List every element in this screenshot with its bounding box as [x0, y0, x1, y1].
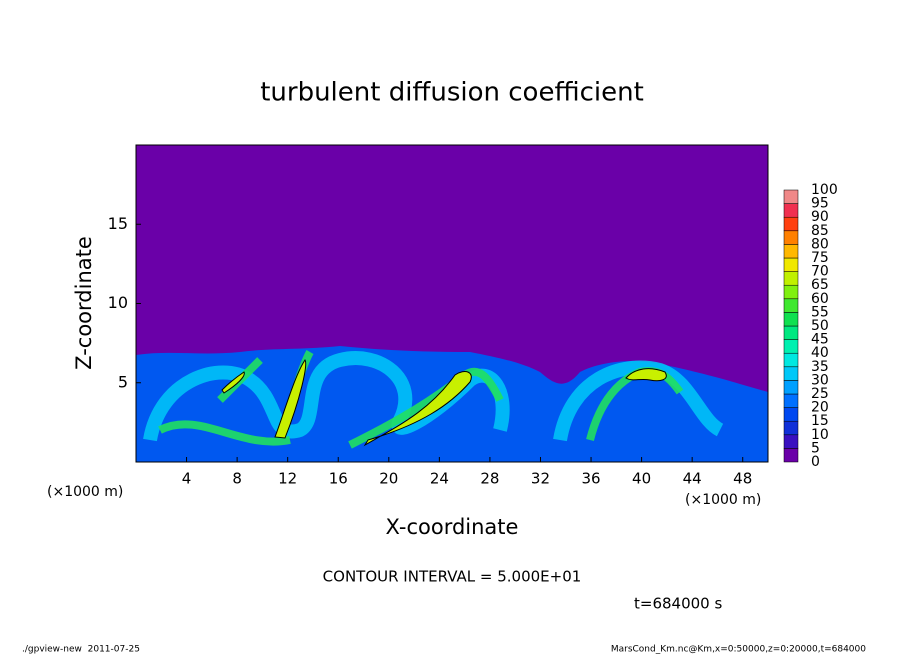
x-unit-label: (×1000 m) [47, 484, 123, 500]
colorbar-band [783, 244, 799, 259]
colorbar-band [783, 203, 799, 218]
colorbar-band [783, 271, 799, 286]
colorbar-label: 25 [811, 386, 829, 402]
y-tick-label: 10 [108, 293, 128, 312]
x-axis-label: X-coordinate [386, 515, 519, 539]
colorbar-label: 95 [811, 196, 829, 212]
colorbar-label: 20 [811, 400, 829, 416]
colorbar-band [783, 407, 799, 422]
colorbar-band [783, 325, 799, 340]
field-contour [274, 359, 307, 439]
x-tick-label: 24 [430, 470, 449, 488]
colorbar-band [783, 189, 799, 204]
x-tick-label: 48 [733, 470, 752, 488]
colorbar-band [783, 352, 799, 368]
colorbar-label: 15 [811, 413, 829, 429]
colorbar-label: 10 [811, 427, 829, 443]
colorbar-band [783, 284, 799, 300]
y-tick-label: 5 [118, 372, 128, 391]
colorbar-label: 75 [811, 250, 829, 266]
x-tick-label: 16 [329, 470, 348, 488]
x-unit-label: (×1000 m) [685, 492, 761, 508]
colorbar-label: 0 [811, 454, 820, 470]
colorbar-label: 90 [811, 209, 829, 225]
colorbar-band [783, 420, 799, 436]
colorbar-label: 100 [811, 182, 838, 198]
field-contour [221, 371, 245, 394]
field [135, 144, 769, 463]
colorbar-band [783, 380, 799, 395]
y-tick-label: 15 [108, 214, 128, 233]
x-tick-label: 36 [581, 470, 600, 488]
colorbar-label: 50 [811, 318, 829, 334]
x-tick-label: 32 [531, 470, 550, 488]
y-axis-label: Z-coordinate [72, 236, 96, 370]
colorbar-band [783, 366, 799, 381]
colorbar-label: 60 [811, 291, 829, 307]
colorbar-label: 85 [811, 223, 829, 239]
colorbar-label: 80 [811, 236, 829, 252]
footer-left: ./gpview-new 2011-07-25 [22, 645, 140, 654]
x-tick-label: 40 [632, 470, 651, 488]
x-tick-label: 8 [232, 470, 242, 488]
colorbar-label: 45 [811, 332, 829, 348]
time-label: t=684000 s [634, 595, 722, 613]
chart-title: turbulent diffusion coefficient [260, 78, 644, 108]
footer-right: MarsCond_Km.nc@Km,x=0:50000,z=0:20000,t=… [611, 645, 866, 654]
x-tick-label: 4 [182, 470, 192, 488]
colorbar-band [783, 448, 799, 463]
colorbar-band [783, 434, 799, 449]
x-tick-label: 28 [480, 470, 499, 488]
colorbar-band [783, 257, 799, 272]
colorbar-label: 55 [811, 304, 829, 320]
x-tick-label: 12 [278, 470, 297, 488]
colorbar-band [783, 339, 799, 354]
contour-interval: CONTOUR INTERVAL = 5.000E+01 [323, 568, 582, 586]
colorbar-label: 5 [811, 440, 820, 456]
colorbar-label: 40 [811, 345, 829, 361]
colorbar-label: 65 [811, 277, 829, 293]
colorbar-label: 30 [811, 372, 829, 388]
colorbar-label: 70 [811, 264, 829, 280]
x-tick-label: 20 [379, 470, 398, 488]
field-contour [625, 368, 667, 382]
colorbar-band [783, 230, 799, 245]
x-tick-label: 44 [683, 470, 702, 488]
colorbar-band [783, 298, 799, 313]
colorbar-label: 35 [811, 359, 829, 375]
field-contour [363, 371, 472, 447]
colorbar-band [783, 393, 799, 408]
colorbar-band [783, 312, 799, 327]
colorbar-band [783, 216, 799, 232]
